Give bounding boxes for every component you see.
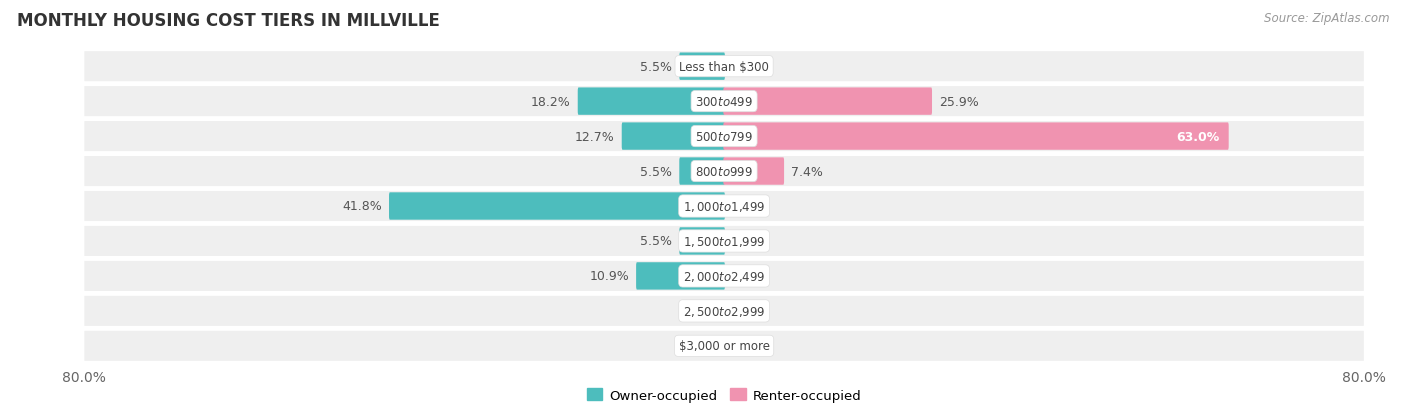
Text: Less than $300: Less than $300 <box>679 61 769 74</box>
Text: Source: ZipAtlas.com: Source: ZipAtlas.com <box>1264 12 1389 25</box>
FancyBboxPatch shape <box>636 263 725 290</box>
FancyBboxPatch shape <box>679 228 725 255</box>
FancyBboxPatch shape <box>679 158 725 185</box>
FancyBboxPatch shape <box>578 88 725 116</box>
Text: $2,000 to $2,499: $2,000 to $2,499 <box>683 269 765 283</box>
Text: $1,500 to $1,999: $1,500 to $1,999 <box>683 235 765 248</box>
Legend: Owner-occupied, Renter-occupied: Owner-occupied, Renter-occupied <box>581 383 868 407</box>
Text: 0.0%: 0.0% <box>737 270 768 283</box>
FancyBboxPatch shape <box>84 261 1364 291</box>
Text: MONTHLY HOUSING COST TIERS IN MILLVILLE: MONTHLY HOUSING COST TIERS IN MILLVILLE <box>17 12 440 30</box>
Text: 18.2%: 18.2% <box>531 95 571 108</box>
FancyBboxPatch shape <box>723 88 932 116</box>
Text: 0.0%: 0.0% <box>681 305 711 318</box>
Text: 5.5%: 5.5% <box>640 61 672 74</box>
Text: 12.7%: 12.7% <box>575 130 614 143</box>
FancyBboxPatch shape <box>723 123 1229 150</box>
Text: 5.5%: 5.5% <box>640 165 672 178</box>
FancyBboxPatch shape <box>84 52 1364 82</box>
FancyBboxPatch shape <box>84 122 1364 152</box>
Text: 0.0%: 0.0% <box>737 200 768 213</box>
Text: 63.0%: 63.0% <box>1177 130 1220 143</box>
Text: $300 to $499: $300 to $499 <box>695 95 754 108</box>
Text: 0.0%: 0.0% <box>737 61 768 74</box>
Text: $2,500 to $2,999: $2,500 to $2,999 <box>683 304 765 318</box>
Text: $500 to $799: $500 to $799 <box>695 130 754 143</box>
FancyBboxPatch shape <box>679 53 725 81</box>
Text: 5.5%: 5.5% <box>640 235 672 248</box>
FancyBboxPatch shape <box>84 296 1364 326</box>
Text: 0.0%: 0.0% <box>737 305 768 318</box>
Text: 25.9%: 25.9% <box>939 95 979 108</box>
Text: $1,000 to $1,499: $1,000 to $1,499 <box>683 199 765 214</box>
Text: 0.0%: 0.0% <box>681 339 711 352</box>
Text: 10.9%: 10.9% <box>589 270 628 283</box>
Text: 0.0%: 0.0% <box>737 235 768 248</box>
FancyBboxPatch shape <box>84 226 1364 256</box>
Text: $800 to $999: $800 to $999 <box>695 165 754 178</box>
FancyBboxPatch shape <box>84 87 1364 117</box>
FancyBboxPatch shape <box>389 193 725 220</box>
FancyBboxPatch shape <box>84 331 1364 361</box>
FancyBboxPatch shape <box>84 157 1364 187</box>
FancyBboxPatch shape <box>621 123 725 150</box>
Text: 7.4%: 7.4% <box>792 165 823 178</box>
Text: 0.0%: 0.0% <box>737 339 768 352</box>
Text: $3,000 or more: $3,000 or more <box>679 339 769 352</box>
FancyBboxPatch shape <box>84 192 1364 221</box>
Text: 41.8%: 41.8% <box>342 200 382 213</box>
FancyBboxPatch shape <box>723 158 785 185</box>
